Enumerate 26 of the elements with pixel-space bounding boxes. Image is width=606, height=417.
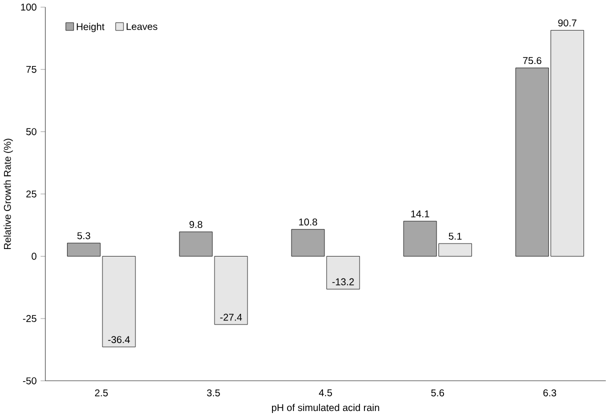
y-tick-label: 0	[32, 252, 36, 260]
y-tick-label: -25	[22, 315, 36, 322]
x-tick-label: 6.3	[543, 390, 556, 397]
data-label: -27.4	[220, 314, 242, 321]
data-label: 9.8	[190, 221, 202, 228]
data-label: -36.4	[108, 336, 130, 344]
data-label: 5.1	[448, 232, 462, 240]
x-tick-label: 5.6	[431, 390, 444, 397]
x-tick-label: 2.5	[95, 390, 108, 397]
y-tick-label: 50	[26, 128, 36, 136]
y-axis-title: Relative Growth Rate (%)	[4, 138, 13, 250]
y-tick-label: -50	[22, 377, 36, 384]
data-label: 5.3	[77, 232, 90, 240]
y-tick-label: 100	[21, 4, 36, 11]
data-label: 14.1	[411, 210, 430, 218]
data-label: 75.6	[523, 57, 542, 64]
legend-label: Height	[76, 23, 104, 32]
legend-label: Leaves	[126, 23, 158, 30]
data-label: 10.8	[299, 218, 318, 226]
x-tick-label: 4.5	[318, 390, 332, 396]
data-label: 90.7	[558, 20, 576, 27]
x-tick-label: 3.5	[206, 390, 220, 397]
y-tick-label: 75	[26, 66, 36, 74]
data-label: -13.2	[332, 278, 354, 286]
x-axis-title: pH of simulated acid rain	[272, 404, 380, 414]
y-tick-label: 25	[26, 190, 36, 198]
